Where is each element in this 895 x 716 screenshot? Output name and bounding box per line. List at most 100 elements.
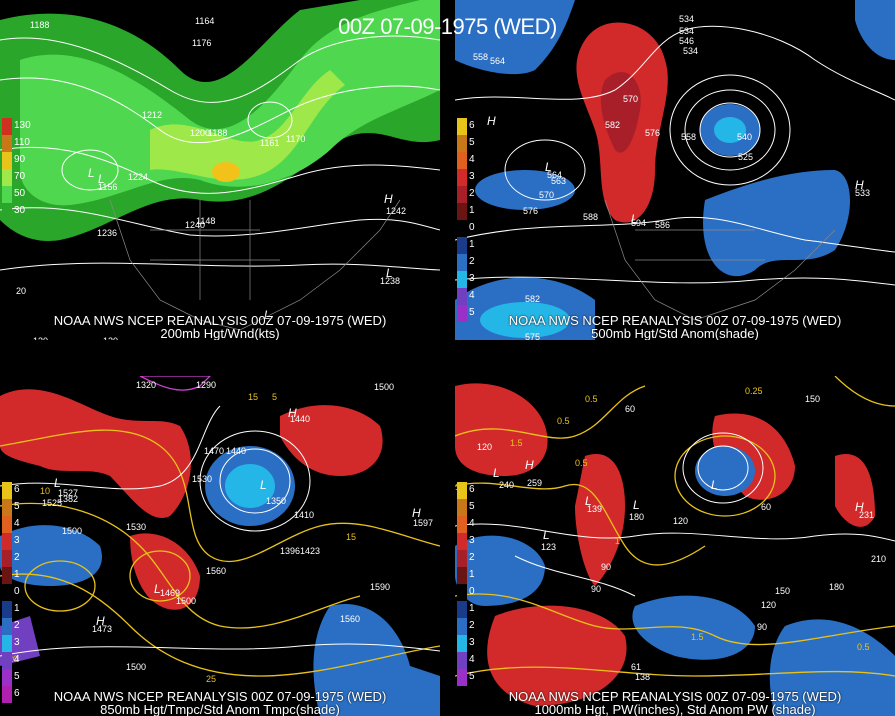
legend-entry: 4: [2, 516, 28, 533]
legend-swatch: [457, 135, 467, 152]
map-label: 1176: [192, 38, 212, 48]
legend-label: 5: [469, 671, 475, 682]
legend-swatch: [2, 635, 12, 652]
map-label: 558: [473, 52, 489, 62]
legend-swatch: [2, 652, 12, 669]
map-label: 525: [738, 152, 754, 162]
legend-label: 0: [469, 222, 475, 233]
map-label: 139: [587, 504, 603, 514]
map-label: 120: [673, 516, 689, 526]
map-label: 1.5: [691, 632, 704, 642]
legend-entry: 5: [2, 499, 28, 516]
legend-entry: 6: [457, 482, 483, 499]
legend-swatch: [2, 152, 12, 169]
map-label: 588: [583, 212, 599, 222]
legend-entry: 130: [2, 118, 31, 135]
map-label: L: [633, 498, 640, 512]
map-label: 10: [40, 486, 51, 496]
legend-1000mb: 6 5 4 3 2 1 0 1 2 3 4 5: [457, 482, 483, 686]
map-label: 1590: [370, 582, 391, 592]
map-label: 0.5: [575, 458, 588, 468]
legend-label: 4: [469, 654, 475, 665]
legend-swatch: [457, 567, 467, 584]
legend-entry: 0: [457, 220, 483, 237]
map-label: 1410: [294, 510, 315, 520]
legend-entry: 3: [457, 271, 483, 288]
map-label: 1320: [136, 380, 157, 390]
map-label: 1525: [42, 498, 63, 508]
legend-swatch: [2, 618, 12, 635]
legend-swatch: [2, 118, 12, 135]
map-label: 5: [272, 392, 278, 402]
legend-swatch: [2, 550, 12, 567]
legend-entry: 6: [2, 482, 28, 499]
map-label: L: [545, 160, 552, 174]
map-label: L: [711, 478, 718, 492]
legend-entry: 110: [2, 135, 30, 152]
legend-label: 2: [469, 256, 475, 267]
map-label: L: [264, 308, 271, 322]
legend-label: 1: [14, 569, 20, 580]
map-label: 540: [737, 132, 753, 142]
legend-entry: 2: [2, 550, 28, 567]
map-label: 582: [605, 120, 621, 130]
map-label: 1148: [196, 216, 216, 226]
map-label: 1238: [380, 276, 401, 286]
map-label: 563: [551, 176, 567, 186]
map-label: 90: [757, 622, 768, 632]
map-label: 15: [248, 392, 259, 402]
caption-850mb-line2: 850mb Hgt/Tmpc/Std Anom Tmpc(shade): [100, 702, 340, 716]
legend-swatch: [457, 550, 467, 567]
map-label: 231: [859, 510, 875, 520]
legend-entry: 5: [457, 135, 483, 152]
legend-entry: 3: [457, 533, 483, 550]
map-label: 564: [547, 170, 563, 180]
map-label: L: [88, 166, 95, 180]
legend-entry: 3: [457, 169, 483, 186]
legend-swatch: [457, 186, 467, 203]
map-label: 1500: [126, 662, 147, 672]
legend-label: 30: [14, 205, 26, 216]
caption-500mb-line1: NOAA NWS NCEP REANALYSIS 00Z 07-09-1975 …: [508, 313, 842, 328]
legend-label: 1: [469, 239, 475, 250]
legend-swatch: [457, 271, 467, 288]
legend-entry: 30: [2, 203, 28, 220]
map-label: 1200: [190, 128, 211, 138]
legend-entry: 70: [2, 169, 28, 186]
map-label: 61: [631, 662, 642, 672]
map-1000mb-canvas: [455, 376, 895, 716]
legend-swatch: [457, 220, 467, 237]
legend-label: 2: [469, 188, 475, 199]
legend-entry: 1: [457, 203, 483, 220]
map-500mb-canvas: [455, 0, 895, 340]
map-label: 1382: [58, 494, 79, 504]
legend-swatch: [457, 635, 467, 652]
map-label: 534: [683, 46, 699, 56]
map-label: L: [260, 478, 267, 492]
legend-label: 6: [469, 120, 475, 131]
map-label: 1500: [176, 596, 197, 606]
map-label: 1188: [30, 20, 50, 30]
map-label: L: [543, 528, 550, 542]
legend-entry: 5: [457, 305, 483, 322]
map-label: 150: [805, 394, 821, 404]
map-label: 1530: [192, 474, 213, 484]
map-label: 120: [477, 442, 493, 452]
map-label: 0.5: [557, 416, 570, 426]
legend-label: 6: [14, 484, 20, 495]
map-label: 1597: [413, 518, 434, 528]
map-label: 1240: [185, 220, 206, 230]
legend-swatch: [457, 652, 467, 669]
map-label: 1473: [92, 624, 113, 634]
map-label: L: [585, 494, 592, 508]
map-label: 533: [855, 188, 871, 198]
caption-200mb-line2: 200mb Hgt/Wnd(kts): [160, 326, 280, 341]
legend-200mb: 130 110 90 70 50 30: [2, 118, 31, 220]
legend-entry: 4: [457, 652, 483, 669]
map-label: 1236: [97, 228, 118, 238]
legend-label: 0: [14, 586, 20, 597]
legend-swatch: [2, 669, 12, 686]
map-label: 180: [629, 512, 645, 522]
map-label: 1560: [206, 566, 227, 576]
legend-entry: 1: [2, 567, 28, 584]
